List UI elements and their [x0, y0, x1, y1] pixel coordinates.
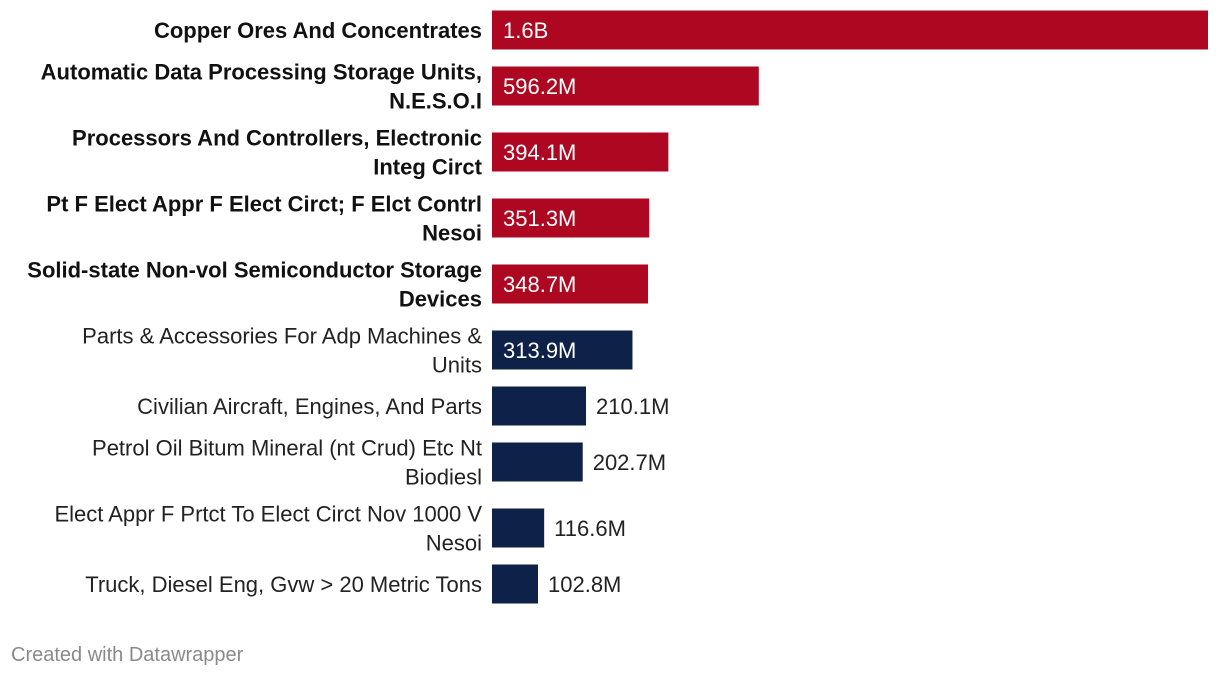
category-label-line: Automatic Data Processing Storage Units, [41, 60, 482, 85]
value-label: 210.1M [596, 394, 669, 419]
bar [492, 330, 633, 370]
bar [492, 508, 545, 548]
category-label-line: Processors And Controllers, Electronic [72, 126, 482, 151]
bar-chart: Copper Ores And Concentrates 1.6B Automati… [27, 10, 1208, 604]
value-label: 102.8M [548, 572, 621, 597]
category-label-line: Integ Circt [373, 155, 482, 180]
value-label: 348.7M [503, 272, 576, 297]
category-label: Civilian Aircraft, Engines, And Parts [137, 394, 482, 419]
bar [492, 386, 587, 426]
category-label-line: N.E.S.O.I [389, 89, 482, 114]
category-label: Elect Appr F Prtct To Elect Circt Nov 10… [54, 502, 482, 556]
category-label-line: Parts & Accessories For Adp Machines & [82, 324, 482, 349]
category-label-line: Copper Ores And Concentrates [154, 18, 482, 43]
category-label-line: Elect Appr F Prtct To Elect Circt Nov 10… [54, 502, 482, 527]
value-label: 1.6B [503, 18, 548, 43]
value-label: 351.3M [503, 206, 576, 231]
category-label-line: Pt F Elect Appr F Elect Circt; F Elct Co… [46, 192, 482, 217]
category-label: Automatic Data Processing Storage Units,… [41, 60, 482, 114]
value-label: 313.9M [503, 338, 576, 363]
footer-credit: Created with Datawrapper [11, 644, 244, 666]
bar [492, 264, 649, 304]
category-label-line: Biodiesl [405, 465, 482, 490]
category-label-line: Civilian Aircraft, Engines, And Parts [137, 394, 482, 419]
value-label: 596.2M [503, 74, 576, 99]
bar [492, 198, 650, 238]
category-label-line: Petrol Oil Bitum Mineral (nt Crud) Etc N… [92, 436, 482, 461]
bar [492, 442, 583, 482]
category-label-line: Units [432, 353, 482, 378]
category-label: Petrol Oil Bitum Mineral (nt Crud) Etc N… [92, 436, 482, 490]
bar [492, 66, 759, 106]
category-label-line: Solid-state Non-vol Semiconductor Storag… [27, 258, 482, 283]
category-label-line: Nesoi [426, 531, 482, 556]
category-label: Parts & Accessories For Adp Machines & Un… [82, 324, 482, 378]
category-label: Processors And Controllers, Electronic In… [72, 126, 483, 180]
category-label: Solid-state Non-vol Semiconductor Storag… [27, 258, 482, 312]
category-label: Pt F Elect Appr F Elect Circt; F Elct Co… [46, 192, 482, 246]
category-label-line: Truck, Diesel Eng, Gvw > 20 Metric Tons [85, 572, 482, 597]
category-label-line: Nesoi [422, 221, 482, 246]
value-label: 116.6M [554, 516, 626, 541]
category-label: Truck, Diesel Eng, Gvw > 20 Metric Tons [85, 572, 482, 597]
value-label: 394.1M [503, 140, 576, 165]
bar [492, 564, 539, 604]
value-label: 202.7M [593, 450, 666, 475]
category-label-line: Devices [399, 287, 482, 312]
category-label: Copper Ores And Concentrates [154, 18, 482, 43]
bar [492, 10, 1208, 50]
bar [492, 132, 669, 172]
